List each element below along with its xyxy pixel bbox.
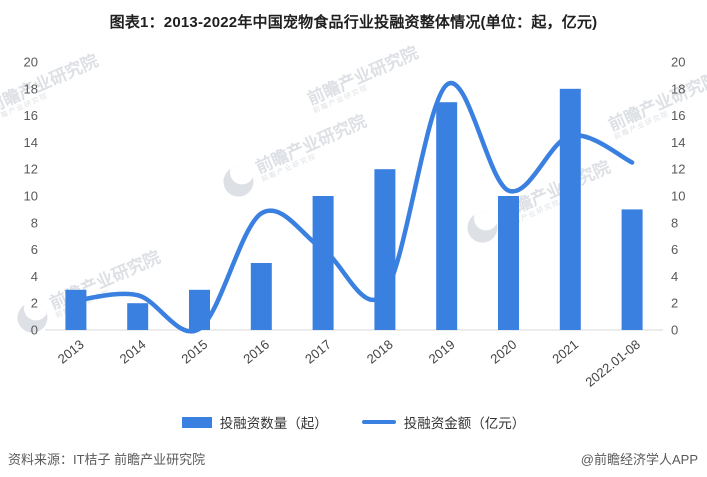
y-axis-left-tick-label: 18 — [24, 81, 38, 96]
y-axis-left-tick-label: 8 — [31, 215, 38, 230]
y-axis-right-tick-label: 6 — [671, 242, 678, 257]
x-axis-tick-label: 2018 — [364, 337, 396, 367]
line-series-swatch — [361, 420, 396, 424]
y-axis-right-tick-label: 12 — [671, 162, 685, 177]
legend-item-bar-series: 投融资数量（起） — [181, 412, 328, 432]
y-axis-right-tick-label: 20 — [671, 55, 685, 70]
y-axis-left-tick-label: 4 — [31, 269, 38, 284]
line-series-label: 投融资金额（亿元） — [403, 416, 526, 431]
x-axis-tick-label: 2022.01-08 — [582, 337, 643, 390]
bar-series-label: 投融资数量（起） — [219, 416, 328, 431]
x-axis-tick-label: 2016 — [240, 337, 272, 367]
y-axis-left-tick-label: 12 — [24, 162, 38, 177]
y-axis-right-tick-label: 14 — [671, 135, 685, 150]
y-axis-left-tick-label: 6 — [31, 242, 38, 257]
y-axis-left-tick-label: 20 — [24, 55, 38, 70]
y-axis-right-tick-label: 16 — [671, 108, 685, 123]
bar-2021 — [559, 88, 581, 330]
chart-legend: 投融资数量（起） 投融资金额（亿元） — [0, 412, 707, 432]
line-series-path — [73, 80, 635, 334]
legend-item-line-series: 投融资金额（亿元） — [361, 412, 526, 432]
x-axis-tick-label: 2017 — [302, 337, 334, 367]
x-axis-tick-label: 2021 — [549, 337, 581, 367]
bar-2014 — [127, 303, 149, 330]
y-axis-right-tick-label: 8 — [671, 215, 678, 230]
bar-2015 — [189, 289, 210, 330]
source-text: 资料来源：IT桔子 前瞻产业研究院 — [8, 452, 206, 467]
y-axis-left-tick-label: 0 — [31, 323, 38, 338]
bar-2022.01-08 — [621, 209, 643, 330]
bar-2019 — [436, 102, 458, 330]
x-axis-tick-label: 2013 — [55, 337, 87, 367]
y-axis-right-tick-label: 18 — [671, 81, 685, 96]
y-axis-right-tick-label: 4 — [671, 269, 678, 284]
y-axis-right-tick-label: 0 — [671, 323, 678, 338]
bar-series-swatch — [181, 416, 212, 428]
bar-2018 — [374, 169, 396, 330]
bar-2017 — [312, 196, 334, 330]
x-axis-tick-label: 2014 — [117, 337, 149, 367]
x-axis-tick-label: 2020 — [487, 337, 519, 367]
x-axis-tick-label: 2015 — [178, 337, 210, 367]
bar-2016 — [250, 263, 272, 330]
chart-plot-area: 前瞻产业研究院 前瞻产业研究院 前瞻产业研究院 前瞻产业研究院 前瞻产业研究院 前瞻产业研… — [0, 43, 707, 407]
y-axis-right-tick-label: 10 — [671, 189, 685, 204]
chart-footer: 资料来源：IT桔子 前瞻产业研究院 @前瞻经济学人APP — [0, 449, 707, 468]
y-axis-left-tick-label: 16 — [24, 108, 38, 123]
y-axis-left-tick-label: 10 — [24, 189, 38, 204]
credit-text: @前瞻经济学人APP — [580, 452, 698, 467]
chart-title: 图表1：2013-2022年中国宠物食品行业投融资整体情况(单位：起，亿元) — [109, 14, 598, 31]
y-axis-right-tick-label: 2 — [671, 296, 678, 311]
y-axis-left-tick-label: 2 — [31, 296, 38, 311]
bar-2020 — [498, 196, 519, 330]
x-axis-tick-label: 2019 — [426, 337, 458, 367]
y-axis-left-tick-label: 14 — [24, 135, 38, 150]
bar-2013 — [65, 289, 87, 330]
